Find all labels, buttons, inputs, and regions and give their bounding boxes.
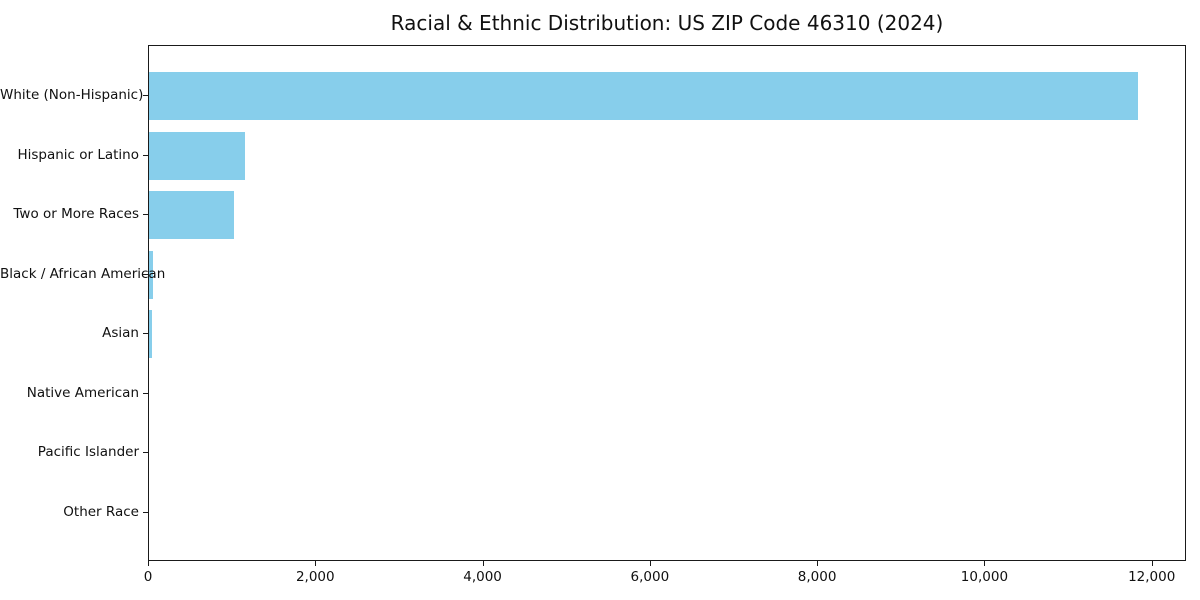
- bar: [149, 131, 246, 180]
- y-tick-mark: [143, 214, 148, 216]
- x-tick-mark: [1151, 561, 1153, 566]
- y-tick-label: Two or More Races: [13, 206, 139, 223]
- y-tick-label: Native American: [26, 384, 139, 401]
- bar: [149, 250, 154, 299]
- y-tick-mark: [143, 512, 148, 513]
- y-tick-mark: [143, 154, 148, 156]
- y-tick-label: White (Non-Hispanic): [0, 87, 144, 103]
- x-tick-label: 4,000: [463, 569, 502, 585]
- x-tick-label: 2,000: [295, 569, 335, 585]
- x-tick-label: 8,000: [797, 569, 837, 585]
- y-tick-label: Asian: [102, 325, 139, 342]
- x-tick-mark: [315, 561, 317, 566]
- y-tick-label: Hispanic or Latino: [17, 146, 139, 163]
- y-tick-label: Other Race: [63, 504, 139, 520]
- y-tick-mark: [143, 333, 148, 335]
- x-tick-mark: [984, 561, 986, 566]
- x-tick-mark: [482, 561, 484, 566]
- y-tick-label: Pacific Islander: [37, 444, 139, 461]
- x-tick-label: 6,000: [630, 569, 670, 585]
- bar: [149, 191, 235, 240]
- x-tick-label: 10,000: [960, 569, 1009, 585]
- x-tick-mark: [148, 561, 149, 566]
- bar: [149, 72, 1138, 120]
- y-tick-mark: [143, 95, 148, 96]
- x-tick-mark: [649, 561, 651, 566]
- y-tick-mark: [143, 273, 148, 275]
- x-tick-mark: [817, 561, 819, 566]
- y-tick-mark: [143, 452, 148, 454]
- chart-title: Racial & Ethnic Distribution: US ZIP Cod…: [390, 11, 944, 35]
- plot-area: [148, 45, 1186, 561]
- y-tick-mark: [143, 392, 148, 394]
- bar: [149, 310, 153, 359]
- y-tick-label: Black / African American: [0, 265, 166, 282]
- x-tick-label: 0: [143, 569, 153, 585]
- x-tick-label: 12,000: [1128, 569, 1176, 585]
